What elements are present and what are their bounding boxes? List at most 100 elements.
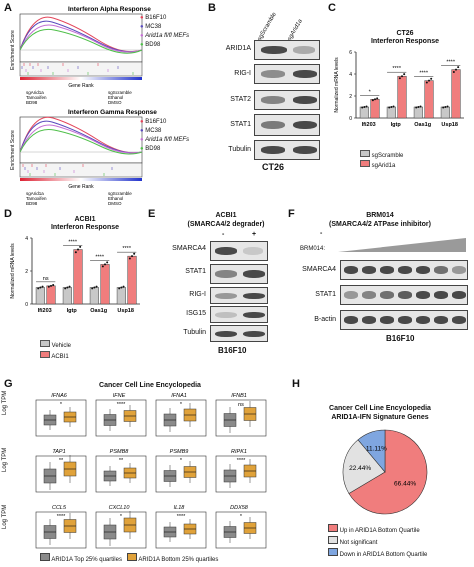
- pie-slice: [357, 429, 386, 473]
- significance-label: ****: [68, 240, 77, 246]
- pie-slice: [348, 429, 428, 515]
- blot-b-caption: CT26: [262, 162, 285, 172]
- blot-e-subtitle: (SMARCA4/2 degrader): [187, 221, 265, 228]
- blot-b-stat2: [254, 90, 320, 110]
- blot-e-row-label: ISG15: [186, 310, 206, 317]
- y-axis-label: Normalized mRNA levels: [10, 243, 16, 299]
- gene-label: IFNA1: [171, 393, 187, 399]
- blot-e-lane-plus: +: [252, 231, 257, 238]
- x-tick-label: Oas1g: [414, 122, 431, 128]
- boxplot-frame: [35, 455, 87, 493]
- gene-label: PSMB8: [110, 449, 130, 455]
- gene-label: IFNE: [113, 393, 126, 399]
- significance-label: ****: [419, 71, 428, 77]
- boxplot-frame: [95, 511, 147, 549]
- data-point: [457, 66, 460, 69]
- x-tick-label: Usp18: [441, 122, 458, 128]
- data-point: [101, 265, 104, 268]
- data-point: [365, 105, 368, 108]
- boxplot-frame: [215, 455, 267, 493]
- y-tick-label: 2: [25, 269, 28, 275]
- x-tick-label: Ifi203: [362, 122, 376, 128]
- svg-text:sgArid1a: sgArid1a: [26, 191, 44, 196]
- svg-text:Ethanol: Ethanol: [108, 196, 123, 201]
- svg-text:DMSO: DMSO: [108, 100, 122, 105]
- bar: [62, 287, 72, 305]
- significance-label: ****: [57, 514, 66, 520]
- significance-label: ****: [446, 60, 455, 66]
- gsea-1-legend: ● B16F10 ● MC38 ● Arid1a fl/fl MEFs ● BD…: [140, 15, 190, 48]
- data-point: [442, 106, 445, 109]
- blot-f-subtitle: (SMARCA4/2 ATPase inhibitor): [329, 221, 431, 228]
- data-point: [430, 77, 433, 80]
- gsea-2-xaxis: Gene Rank: [68, 184, 94, 190]
- y-tick-label: 4: [25, 236, 28, 242]
- data-point: [374, 98, 377, 101]
- svg-text:BD98: BD98: [26, 201, 38, 206]
- bar: [359, 106, 369, 119]
- significance-label: *: [180, 458, 183, 464]
- data-point: [428, 79, 431, 82]
- blot-e-isg15: [210, 306, 268, 323]
- significance-label: *: [60, 402, 63, 408]
- data-point: [39, 286, 42, 289]
- blot-b-row-label: STAT2: [230, 96, 251, 103]
- chart-g-boxplots: IFNA6*IFNE****IFNA1*IFNB1nsTAP1**PSMB8**…: [35, 393, 267, 549]
- data-point: [128, 257, 131, 260]
- blot-b-arid1a: [254, 40, 320, 60]
- gsea-1-xaxis: Gene Rank: [68, 83, 94, 89]
- data-point: [363, 106, 366, 108]
- pie-title: Cancer Cell Line Encyclopedia: [329, 405, 431, 412]
- lane-label-sgarid1a: sgArid1a: [286, 18, 304, 42]
- data-point: [77, 248, 80, 251]
- svg-text:DMSO: DMSO: [108, 201, 122, 206]
- significance-label: ****: [95, 254, 104, 260]
- pie-chart: 66.44% 22.44% 11.11%: [342, 429, 428, 515]
- blot-f-b-actin: [340, 310, 468, 330]
- blot-f-dash: -: [320, 230, 323, 237]
- bar: [116, 287, 126, 305]
- data-point: [66, 286, 69, 289]
- bar: [413, 106, 423, 119]
- svg-text:Tamoxifen: Tamoxifen: [26, 95, 47, 100]
- chart-c-title: CT26: [396, 30, 414, 37]
- boxplot-frame: [35, 399, 87, 437]
- chart-d: 0 2 4 Normalized mRNA levels ns Ifi203 **** Igt…: [10, 236, 140, 314]
- boxplot-frame: [95, 399, 147, 437]
- bar: [73, 249, 83, 305]
- bar: [127, 255, 137, 305]
- y-tick-label: 0: [349, 116, 352, 122]
- blot-b-row-label: STAT1: [230, 121, 251, 128]
- data-point: [106, 261, 109, 264]
- y-tick-label: 6: [349, 50, 352, 56]
- data-point: [68, 285, 71, 288]
- data-point: [133, 252, 136, 255]
- boxplot-frame: [35, 511, 87, 549]
- blot-f-stat1: [340, 285, 468, 305]
- blot-f-caption: B16F10: [386, 334, 415, 343]
- pie-slice-label: 66.44%: [394, 480, 416, 487]
- data-point: [52, 283, 55, 286]
- blot-b-row-label: ARID1A: [225, 45, 251, 52]
- significance-label: **: [119, 458, 124, 464]
- data-point: [93, 286, 96, 289]
- data-point: [95, 285, 98, 288]
- data-point: [104, 263, 107, 266]
- gene-label: IFNA6: [51, 393, 68, 399]
- x-tick-label: Usp18: [117, 308, 134, 314]
- boxplot-frame: [215, 511, 267, 549]
- panel-b-label: B: [208, 2, 216, 14]
- significance-label: ****: [117, 402, 126, 408]
- data-point: [452, 71, 455, 74]
- gsea-1-title: Interferon Alpha Response: [68, 6, 151, 13]
- svg-text:BD98: BD98: [26, 100, 38, 105]
- blot-f-gradient-wedge: [338, 238, 466, 252]
- bar: [386, 106, 396, 119]
- data-point: [392, 105, 395, 108]
- blot-f-row-label: B-actin: [314, 316, 336, 323]
- bar: [397, 75, 407, 119]
- bar: [451, 69, 461, 119]
- significance-label: ns: [43, 276, 49, 282]
- lane-label-sgscramble: sgScramble: [256, 11, 278, 43]
- significance-label: *: [180, 402, 183, 408]
